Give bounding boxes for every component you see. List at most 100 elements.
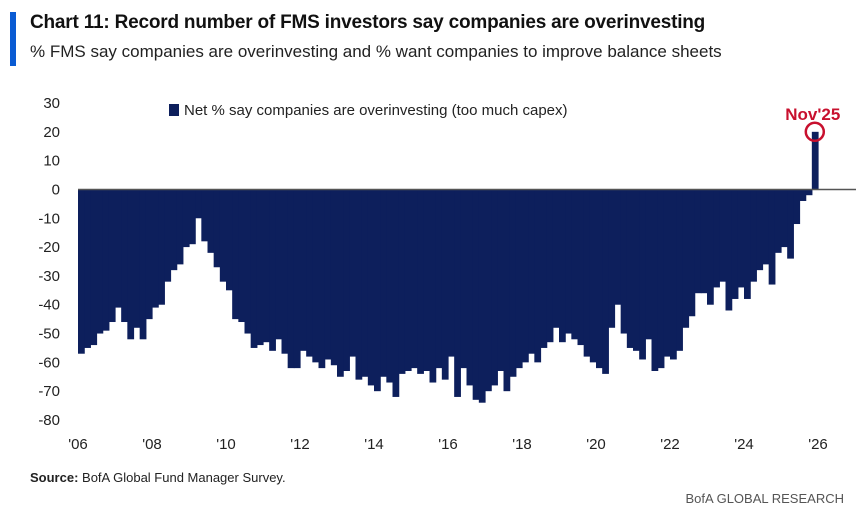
bar — [121, 189, 128, 323]
bar — [398, 189, 406, 374]
bar — [256, 189, 264, 346]
x-tick-label: '10 — [216, 436, 236, 453]
bar — [811, 131, 819, 190]
bar — [337, 189, 344, 377]
bar — [170, 189, 178, 271]
bar — [287, 189, 295, 369]
bar — [263, 189, 270, 343]
bar — [411, 189, 418, 369]
bar — [509, 189, 517, 377]
bar — [355, 189, 363, 380]
source-text: BofA Global Fund Manager Survey. — [82, 470, 286, 485]
y-tick-label: -30 — [38, 268, 60, 285]
y-tick-label: 20 — [43, 124, 60, 141]
bar — [534, 189, 542, 363]
bar — [657, 189, 665, 369]
y-axis-ticks: 30 20 10 0 -10 -20 -30 -40 -50 -60 -70 -80 — [38, 95, 60, 429]
y-tick-label: -20 — [38, 239, 60, 256]
bar — [324, 189, 332, 360]
bar — [367, 189, 375, 386]
bar — [787, 189, 794, 259]
bar — [293, 189, 301, 369]
bar — [250, 189, 258, 348]
bar — [737, 189, 745, 288]
bar — [404, 189, 412, 371]
bar — [232, 189, 239, 320]
bar — [651, 189, 659, 371]
bar — [583, 189, 591, 357]
x-tick-label: '26 — [808, 436, 828, 453]
bar — [281, 189, 289, 354]
bar — [330, 189, 338, 366]
bar — [639, 189, 646, 360]
bar — [750, 189, 757, 282]
bar — [670, 189, 677, 360]
bar — [275, 189, 283, 340]
bar — [102, 189, 110, 331]
bar — [380, 189, 387, 377]
bar — [201, 189, 209, 242]
bar — [108, 189, 116, 323]
bar — [343, 189, 350, 371]
bar — [491, 189, 498, 386]
bar — [694, 189, 702, 294]
bar — [645, 189, 653, 340]
bar — [485, 189, 492, 392]
bar — [793, 189, 801, 225]
bar — [176, 189, 184, 265]
bar — [244, 189, 252, 334]
x-tick-label: '06 — [68, 436, 88, 453]
bar — [435, 189, 443, 369]
bar — [448, 189, 455, 357]
x-tick-label: '12 — [290, 436, 310, 453]
bar — [158, 189, 165, 305]
bar — [682, 189, 690, 328]
bar — [688, 189, 696, 317]
bars-group — [78, 131, 819, 403]
bar — [361, 189, 369, 377]
bar — [441, 189, 449, 380]
source-note: Source: BofA Global Fund Manager Survey. — [30, 470, 286, 485]
bar — [781, 189, 788, 248]
bar — [700, 189, 708, 294]
bar — [90, 189, 98, 346]
bar — [571, 189, 579, 340]
x-tick-label: '16 — [438, 436, 458, 453]
bar — [552, 189, 560, 328]
bar — [546, 189, 554, 343]
bar — [596, 189, 603, 369]
bar — [633, 189, 640, 351]
bar — [207, 189, 215, 253]
bar — [589, 189, 597, 363]
bar — [768, 189, 776, 285]
x-tick-label: '14 — [364, 436, 384, 453]
bar — [300, 189, 307, 351]
source-label: Source: — [30, 470, 79, 485]
bar — [238, 189, 246, 323]
bar — [195, 189, 202, 219]
bar — [472, 189, 480, 400]
bar — [744, 189, 751, 299]
y-tick-label: 0 — [52, 182, 60, 199]
bar — [318, 189, 326, 369]
bar — [713, 189, 720, 288]
bar — [423, 189, 431, 371]
x-axis-ticks: '06 '08 '10 '12 '14 '16 '18 '20 '22 '24 '26 — [68, 436, 828, 453]
bar — [577, 189, 585, 346]
bar — [374, 189, 381, 392]
callout-circle — [804, 121, 826, 143]
y-tick-label: -60 — [38, 354, 60, 371]
bar — [626, 189, 634, 348]
x-tick-label: '22 — [660, 436, 680, 453]
bar — [269, 189, 276, 351]
bar — [522, 189, 529, 363]
bar — [805, 189, 813, 196]
bar — [540, 189, 548, 348]
bar — [386, 189, 394, 383]
bar — [663, 189, 671, 357]
bar — [478, 189, 486, 403]
bar — [719, 189, 727, 282]
bar — [515, 189, 523, 369]
x-tick-label: '08 — [142, 436, 162, 453]
bar — [503, 189, 511, 392]
